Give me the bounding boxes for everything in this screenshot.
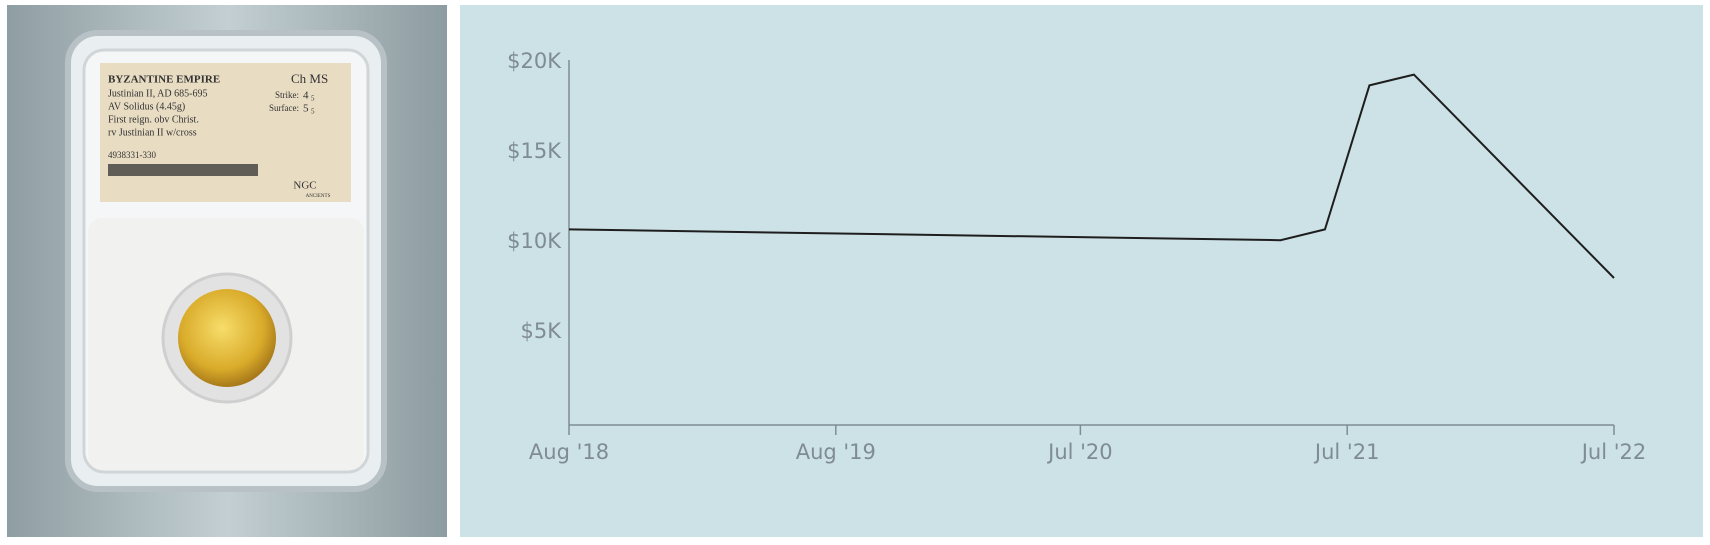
strike-grade: 4 [303, 90, 309, 102]
surface-label: Surface: [269, 103, 299, 113]
y-tick-label: $5K [521, 319, 563, 343]
y-tick-label: $20K [507, 49, 562, 73]
label-title: BYZANTINE EMPIRE [108, 74, 220, 86]
label-line: Justinian II, AD 685-695 [108, 88, 207, 99]
chart-background [460, 5, 1703, 537]
grade: Ch MS [291, 71, 328, 86]
coin-photo: BYZANTINE EMPIRE Justinian II, AD 685-69… [7, 5, 447, 537]
price-chart: $5K $10K $15K $20K Aug '18 Aug '19 Jul '20 Jul … [460, 5, 1703, 537]
label-line: rv Justinian II w/cross [108, 127, 197, 138]
x-tick-label: Jul '20 [1046, 440, 1113, 464]
surface-grade: 5 [303, 103, 309, 115]
barcode [108, 164, 258, 176]
strike-max: 5 [311, 95, 315, 103]
y-tick-label: $15K [507, 139, 562, 163]
label-line: AV Solidus (4.45g) [108, 101, 185, 112]
cert-number: 4938331-330 [108, 150, 156, 160]
label-card [100, 63, 351, 202]
brand: NGC [293, 180, 316, 192]
x-tick-label: Aug '19 [796, 440, 876, 464]
label-line: First reign. obv Christ. [108, 114, 199, 125]
surface-max: 5 [311, 108, 315, 116]
x-tick-label: Aug '18 [529, 440, 609, 464]
brand-sub: ANCIENTS [306, 194, 331, 199]
strike-label: Strike: [275, 90, 299, 100]
coin [178, 289, 276, 387]
price-line [568, 73, 1615, 279]
y-tick-label: $10K [507, 229, 562, 253]
x-tick-label: Jul '21 [1313, 440, 1380, 464]
x-tick-label: Jul '22 [1580, 440, 1647, 464]
